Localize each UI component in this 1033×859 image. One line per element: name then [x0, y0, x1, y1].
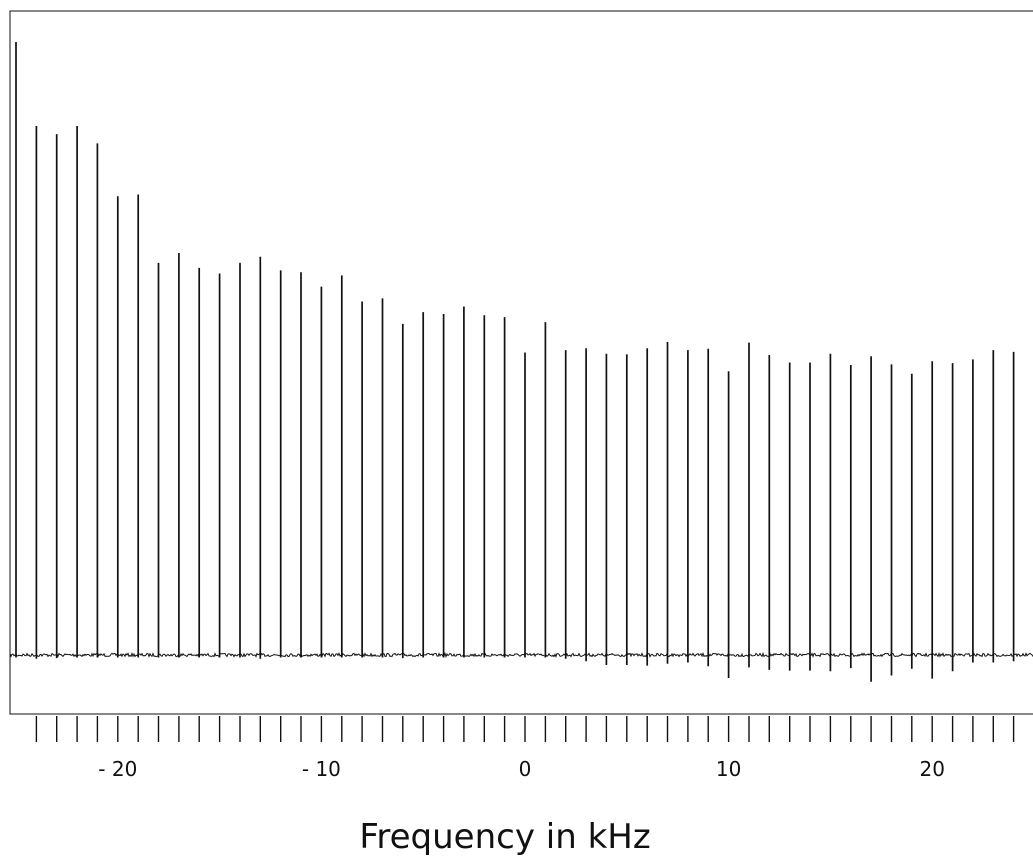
- baseline-trace: [9, 651, 1033, 659]
- x-axis-title: Frequency in kHz: [359, 817, 650, 857]
- x-tick-label: 20: [919, 757, 944, 781]
- x-tick-label: 0: [519, 757, 532, 781]
- x-tick-label: - 10: [302, 757, 341, 781]
- x-tick-label: 10: [716, 757, 741, 781]
- x-tick-label: - 20: [98, 757, 137, 781]
- plot-frame: [9, 10, 1033, 715]
